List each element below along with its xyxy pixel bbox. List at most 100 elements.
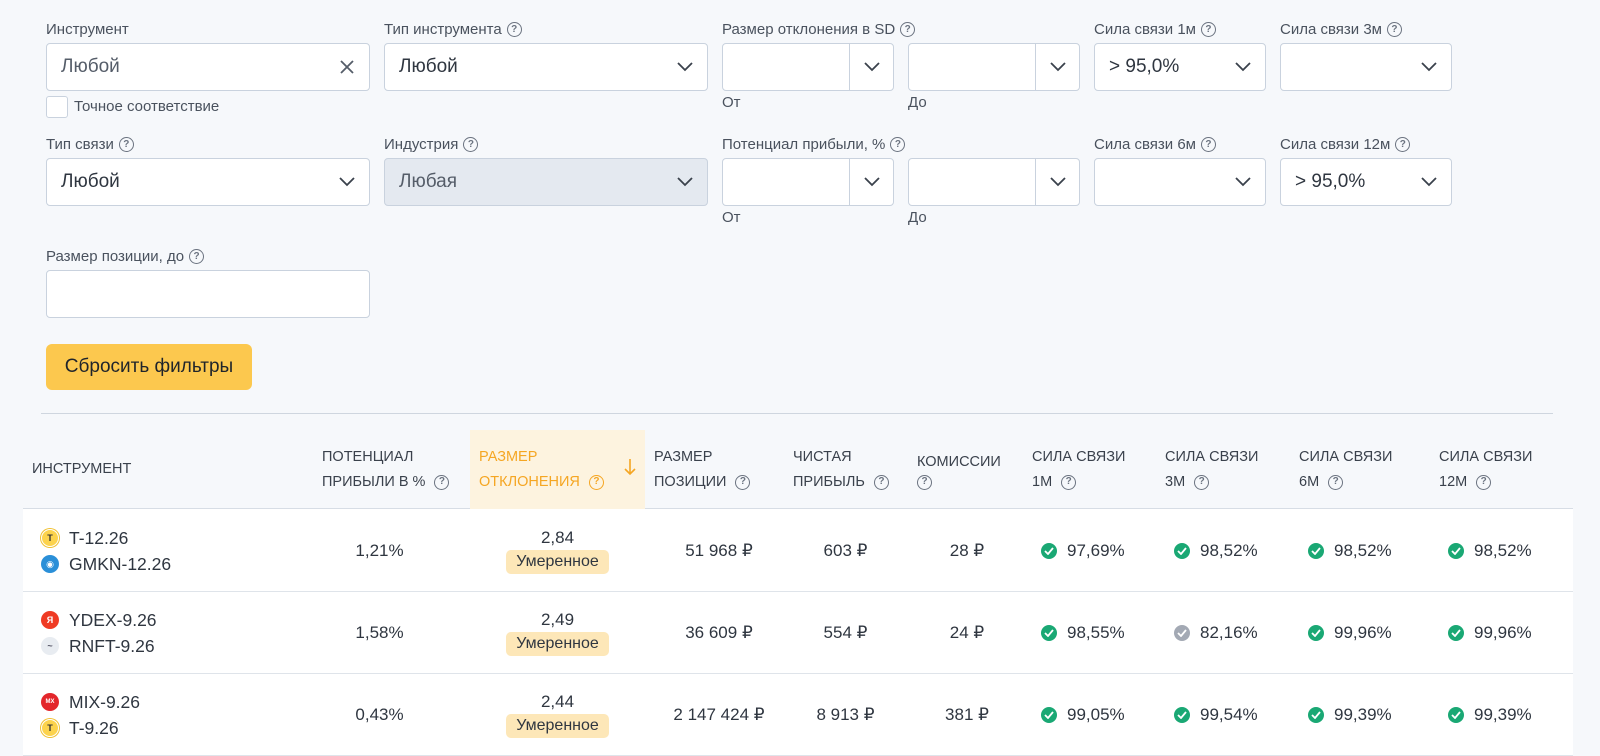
header-instrument[interactable]: Инструмент	[32, 461, 132, 477]
industry-value: Любая	[399, 171, 458, 192]
profit-from-input[interactable]	[722, 158, 894, 206]
instrument-2[interactable]: GMKN-12.26	[69, 553, 172, 574]
profit-cell: 1,58%	[355, 623, 404, 642]
chevron-down-icon	[1407, 44, 1451, 90]
header-profit[interactable]: Потенциал прибыли в %?	[322, 430, 472, 509]
check-circle-icon	[1448, 543, 1464, 559]
help-icon[interactable]: ?	[1386, 22, 1402, 37]
check-circle-icon	[1308, 625, 1324, 641]
link-type-select[interactable]: Любой	[46, 158, 370, 206]
chevron-down-icon[interactable]	[1035, 44, 1079, 90]
position-size-input[interactable]	[46, 270, 370, 318]
instrument-type-label: Тип инструмента?	[384, 21, 522, 38]
instrument-1[interactable]: MIX-9.26	[69, 691, 140, 712]
results-table: Инструмент Потенциал прибыли в %? Размер…	[23, 430, 1573, 756]
chevron-down-icon	[1221, 159, 1265, 205]
exact-match-checkbox[interactable]	[46, 96, 68, 118]
header-position[interactable]: Размер позиции?	[654, 430, 784, 509]
clear-icon[interactable]	[325, 44, 369, 90]
help-icon[interactable]: ?	[506, 22, 522, 37]
instrument-type-select[interactable]: Любой	[384, 43, 708, 91]
tbank-logo-icon: T	[41, 719, 59, 737]
instrument-2[interactable]: RNFT-9.26	[69, 635, 155, 656]
chevron-down-icon	[1407, 159, 1451, 205]
help-icon[interactable]: ?	[1328, 474, 1344, 490]
check-circle-icon	[1174, 543, 1190, 559]
table-row[interactable]: Я YDEX-9.26 ~ RNFT-9.26 1,58% 2,49 Умеренн…	[23, 592, 1573, 674]
help-icon[interactable]: ?	[1061, 474, 1077, 490]
deviation-sd-to-input[interactable]	[908, 43, 1080, 91]
header-link-12m[interactable]: Сила связи 12м?	[1439, 448, 1533, 490]
help-icon[interactable]: ?	[1200, 137, 1216, 152]
instrument-cell: Я YDEX-9.26 ~ RNFT-9.26	[41, 592, 157, 674]
check-circle-icon	[1308, 543, 1324, 559]
link-6m-cell: 99,39%	[1308, 674, 1392, 756]
tbank-logo-icon: T	[41, 529, 59, 547]
instrument-2[interactable]: T-9.26	[69, 717, 119, 738]
chevron-down-icon	[325, 159, 369, 205]
table-row[interactable]: MX MIX-9.26 T T-9.26 0,43% 2,44 Умеренное …	[23, 674, 1573, 756]
help-icon[interactable]: ?	[1476, 474, 1492, 490]
header-commission[interactable]: Комиссии ?	[917, 430, 1027, 509]
link-3m-select[interactable]	[1280, 43, 1452, 91]
header-net-profit[interactable]: Чистая прибыль?	[793, 430, 913, 509]
help-icon[interactable]: ?	[890, 137, 906, 152]
instrument-value: Любой	[61, 56, 120, 77]
header-link-1m[interactable]: Сила связи 1м?	[1032, 448, 1126, 490]
deviation-value: 2,84	[540, 528, 575, 547]
help-icon[interactable]: ?	[900, 22, 916, 37]
deviation-sd-label: Размер отклонения в SD?	[722, 21, 916, 38]
link-12m-value: > 95,0%	[1295, 171, 1366, 192]
help-icon[interactable]: ?	[189, 249, 205, 264]
instrument-input[interactable]: Любой	[46, 43, 370, 91]
help-icon[interactable]: ?	[463, 137, 479, 152]
chevron-down-icon	[663, 159, 707, 205]
mix-logo-icon: MX	[41, 693, 59, 711]
link-6m-select[interactable]	[1094, 158, 1266, 206]
help-icon[interactable]: ?	[1395, 137, 1411, 152]
help-icon[interactable]: ?	[873, 474, 889, 490]
instrument-1[interactable]: YDEX-9.26	[69, 609, 157, 630]
link-1m-value: > 95,0%	[1109, 56, 1180, 77]
header-link-3m[interactable]: Сила связи 3м?	[1165, 448, 1259, 490]
profit-to-input[interactable]	[908, 158, 1080, 206]
net-profit-cell: 603 ₽	[823, 541, 868, 560]
instrument-type-value: Любой	[399, 56, 458, 77]
check-circle-icon	[1448, 707, 1464, 723]
chevron-down-icon[interactable]	[1035, 159, 1079, 205]
chevron-down-icon[interactable]	[849, 44, 893, 90]
deviation-cell: 2,49 Умеренное	[470, 592, 645, 674]
link-12m-cell: 99,96%	[1448, 592, 1532, 674]
instrument-1[interactable]: T-12.26	[69, 527, 129, 548]
help-icon[interactable]: ?	[434, 474, 450, 490]
check-circle-icon	[1041, 707, 1057, 723]
check-circle-neutral-icon	[1174, 625, 1190, 641]
table-row[interactable]: T T-12.26 ◉ GMKN-12.26 1,21% 2,84 Умеренно…	[23, 510, 1573, 592]
help-icon[interactable]: ?	[735, 474, 751, 490]
industry-label: Индустрия?	[384, 136, 479, 153]
link-1m-select[interactable]: > 95,0%	[1094, 43, 1266, 91]
help-icon[interactable]: ?	[1200, 22, 1216, 37]
reset-filters-button[interactable]: Сбросить фильтры	[46, 344, 252, 390]
link-type-value: Любой	[61, 171, 120, 192]
help-icon[interactable]: ?	[118, 137, 134, 152]
deviation-sd-from-input[interactable]	[722, 43, 894, 91]
chevron-down-icon[interactable]	[849, 159, 893, 205]
link-3m-cell: 82,16%	[1174, 592, 1258, 674]
position-cell: 51 968 ₽	[685, 541, 753, 560]
commission-cell: 24 ₽	[949, 623, 985, 642]
header-deviation[interactable]: Размер отклонения?	[470, 430, 645, 509]
help-icon[interactable]: ?	[588, 474, 604, 490]
industry-select[interactable]: Любая	[384, 158, 708, 206]
profit-from-label: От	[722, 209, 741, 226]
instrument-cell: MX MIX-9.26 T T-9.26	[41, 674, 140, 756]
link-12m-cell: 99,39%	[1448, 674, 1532, 756]
link-6m-cell: 99,96%	[1308, 592, 1392, 674]
link-12m-cell: 98,52%	[1448, 510, 1532, 592]
deviation-value: 2,49	[540, 610, 575, 629]
help-icon[interactable]: ?	[1194, 474, 1210, 490]
header-link-6m[interactable]: Сила связи 6м?	[1299, 448, 1393, 490]
link-12m-select[interactable]: > 95,0%	[1280, 158, 1452, 206]
help-icon[interactable]: ?	[917, 474, 932, 490]
deviation-badge: Умеренное	[506, 632, 609, 656]
